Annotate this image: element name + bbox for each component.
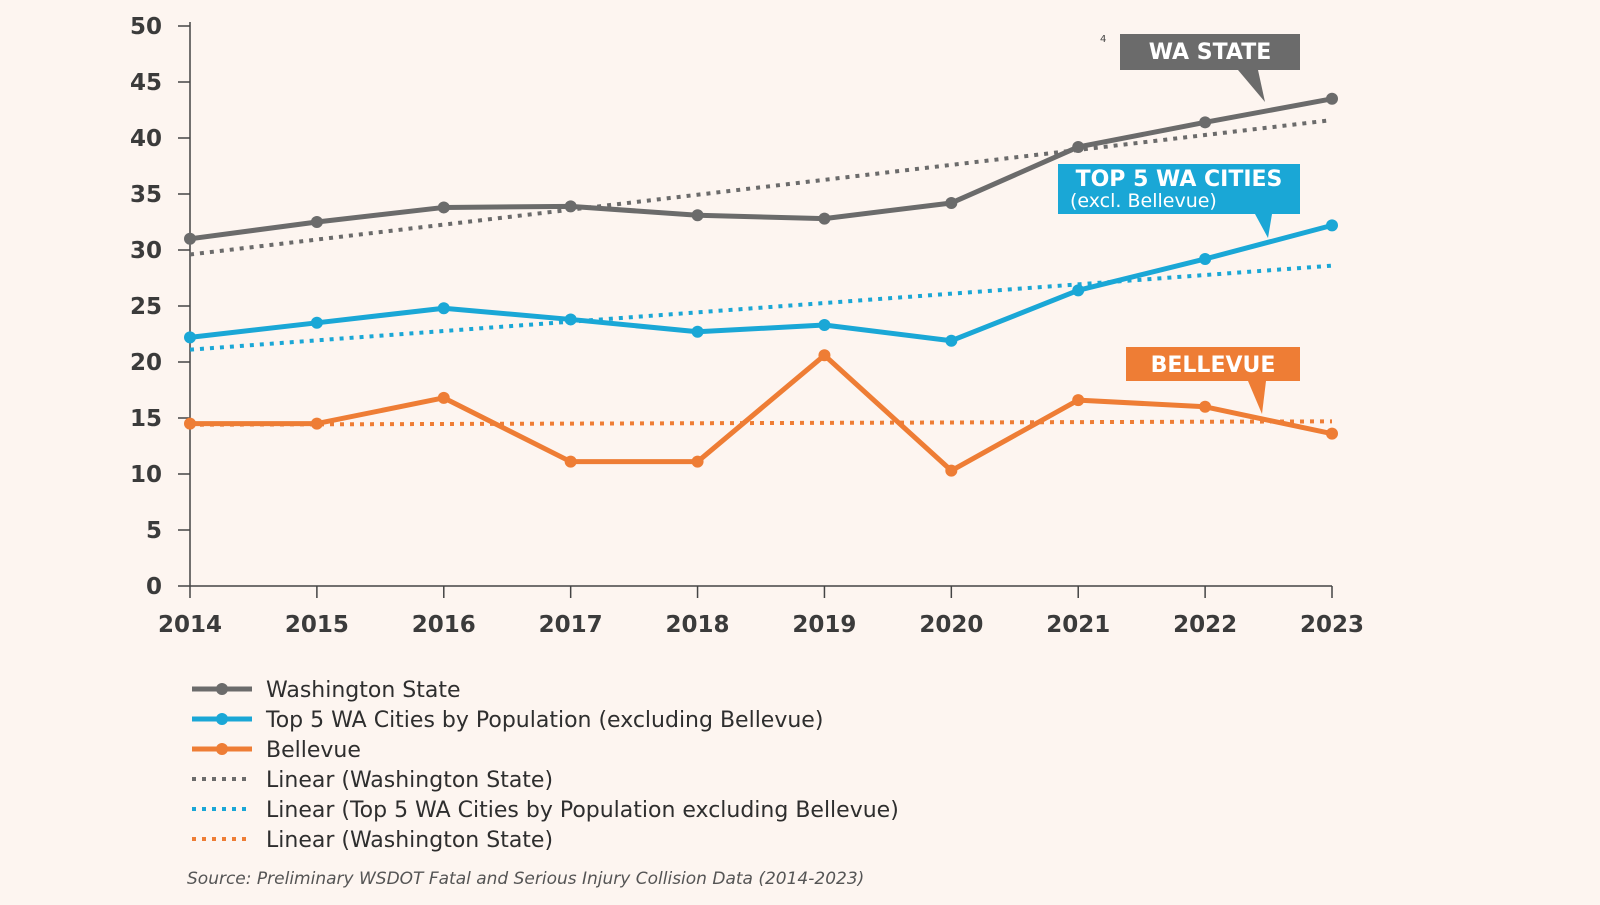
data-point-bellevue	[945, 464, 958, 477]
y-tick-label: 10	[130, 462, 162, 488]
legend-label: Linear (Washington State)	[266, 828, 553, 853]
y-tick-label: 20	[130, 350, 162, 376]
legend-marker	[216, 683, 228, 695]
legend-label: Linear (Top 5 WA Cities by Population ex…	[266, 798, 899, 823]
callout-title: TOP 5 WA CITIES	[1076, 167, 1283, 192]
series-line-top-5-wa-cities-by-population-excluding-bellevue	[187, 222, 1335, 344]
legend-label: Washington State	[266, 678, 461, 703]
data-point-top-5-wa-cities-by-population-excluding-bellevue	[1326, 219, 1338, 232]
data-point-washington-state	[818, 212, 831, 225]
x-tick-label: 2019	[792, 612, 856, 638]
trendline-top-5-wa-cities-by-population-excluding-bellevue	[189, 263, 1333, 352]
legend: Washington State Top 5 WA Cities by Popul…	[192, 678, 899, 853]
data-point-bellevue	[818, 349, 831, 362]
legend-item: Washington State	[192, 678, 461, 703]
callout-pointer	[1238, 70, 1265, 102]
legend-item: Linear (Washington State)	[192, 828, 553, 853]
callout-title: BELLEVUE	[1151, 353, 1276, 378]
data-point-washington-state	[437, 201, 450, 214]
legend-label: Bellevue	[266, 738, 361, 763]
callout-title: WA STATE	[1149, 40, 1271, 65]
data-point-bellevue	[184, 417, 196, 430]
callouts: WA STATE TOP 5 WA CITIES(excl. Bellevue) B…	[1058, 34, 1300, 414]
data-point-bellevue	[691, 455, 704, 468]
callout-subtitle: (excl. Bellevue)	[1070, 190, 1217, 212]
y-tick-label: 50	[130, 14, 162, 40]
data-point-washington-state	[945, 196, 958, 209]
y-tick-label: 0	[146, 574, 162, 600]
trendlines	[189, 118, 1333, 427]
legend-label: Linear (Washington State)	[266, 768, 553, 793]
x-tick-label: 2015	[285, 612, 349, 638]
data-point-washington-state	[1199, 116, 1212, 129]
y-tick-label: 40	[130, 126, 162, 152]
stray-mark: 4	[1100, 34, 1106, 45]
series-lines	[184, 92, 1338, 477]
x-tick-label: 2023	[1300, 612, 1364, 638]
x-tick-label: 2014	[158, 612, 222, 638]
legend-marker	[216, 713, 228, 725]
data-point-top-5-wa-cities-by-population-excluding-bellevue	[691, 325, 704, 338]
x-tick-label: 2021	[1046, 612, 1110, 638]
y-tick-label: 5	[146, 518, 162, 544]
x-tick-label: 2017	[539, 612, 603, 638]
y-tick-label: 15	[130, 406, 162, 432]
data-point-bellevue	[1072, 394, 1085, 407]
callout-box	[1120, 34, 1300, 70]
legend-label: Top 5 WA Cities by Population (excluding…	[265, 708, 823, 733]
callout-box	[1058, 164, 1300, 214]
callout-box	[1126, 347, 1300, 381]
data-point-washington-state	[184, 232, 196, 245]
data-point-bellevue	[1199, 400, 1212, 413]
y-tick-label: 45	[130, 70, 162, 96]
legend-item: Linear (Top 5 WA Cities by Population ex…	[192, 798, 899, 823]
source-note: Source: Preliminary WSDOT Fatal and Seri…	[187, 869, 864, 889]
callout-wa-state: WA STATE	[1120, 34, 1300, 102]
legend-marker	[216, 743, 228, 755]
data-point-washington-state	[1326, 92, 1338, 105]
x-tick-label: 2018	[666, 612, 730, 638]
data-point-washington-state	[564, 200, 577, 213]
x-tick-label: 2022	[1173, 612, 1237, 638]
data-point-top-5-wa-cities-by-population-excluding-bellevue	[184, 331, 196, 344]
data-point-bellevue	[310, 417, 323, 430]
y-tick-label: 25	[130, 294, 162, 320]
data-point-top-5-wa-cities-by-population-excluding-bellevue	[437, 302, 450, 315]
data-point-bellevue	[1326, 427, 1338, 440]
data-point-bellevue	[437, 391, 450, 404]
x-tick-label: 2016	[412, 612, 476, 638]
y-tick-label: 30	[130, 238, 162, 264]
data-point-top-5-wa-cities-by-population-excluding-bellevue	[1199, 252, 1212, 265]
data-point-washington-state	[310, 216, 323, 228]
trendline-washington-state	[189, 118, 1333, 257]
series-line-bellevue	[187, 352, 1335, 474]
y-tick-label: 35	[130, 182, 162, 208]
callout-pointer	[1248, 381, 1266, 414]
data-point-top-5-wa-cities-by-population-excluding-bellevue	[310, 316, 323, 329]
data-point-bellevue	[564, 455, 577, 468]
callout-top-5-wa-cities: TOP 5 WA CITIES(excl. Bellevue)	[1058, 164, 1300, 238]
axes: 0 5 10 15 20 25 30 35 40 45 50 2014 2015 2016 2017 2018…	[130, 14, 1364, 638]
callout-bellevue: BELLEVUE	[1126, 347, 1300, 414]
data-point-top-5-wa-cities-by-population-excluding-bellevue	[564, 313, 577, 326]
legend-item: Bellevue	[192, 738, 361, 763]
legend-item: Top 5 WA Cities by Population (excluding…	[192, 708, 823, 733]
data-point-washington-state	[691, 209, 704, 222]
x-tick-label: 2020	[919, 612, 983, 638]
series-line-washington-state	[187, 96, 1335, 242]
legend-item: Linear (Washington State)	[192, 768, 553, 793]
data-point-top-5-wa-cities-by-population-excluding-bellevue	[818, 319, 831, 332]
data-point-top-5-wa-cities-by-population-excluding-bellevue	[945, 334, 958, 347]
callout-pointer	[1255, 214, 1272, 238]
trendline-bellevue	[189, 419, 1333, 427]
data-point-top-5-wa-cities-by-population-excluding-bellevue	[1072, 284, 1085, 297]
data-point-washington-state	[1072, 140, 1085, 153]
